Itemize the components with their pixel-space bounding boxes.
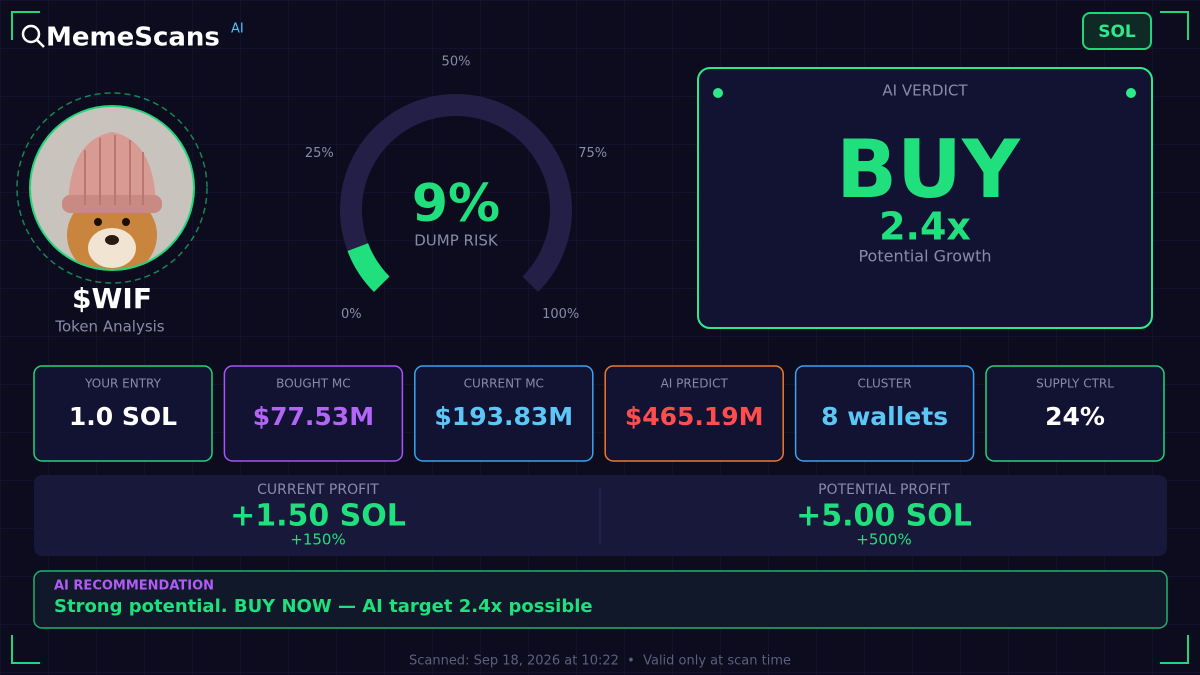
stat-value: $193.83M — [434, 402, 573, 431]
stat-card — [794, 365, 975, 462]
gauge-value: 9% — [412, 174, 500, 234]
stat-cards: YOUR ENTRY 1.0 SOL BOUGHT MC $77.53M CURRENT… — [33, 365, 1165, 462]
gauge-tick-label: 75% — [578, 146, 607, 161]
search-icon — [21, 24, 45, 48]
stat-value: 24% — [1045, 402, 1105, 431]
gauge: 0% 25% 50% 75% 100% — [305, 55, 607, 323]
stat-card — [604, 365, 784, 462]
gauge-caption: DUMP RISK — [414, 232, 499, 250]
verdict-call: BUY — [836, 123, 1021, 216]
recommendation-text: Strong potential. BUY NOW — AI target 2.… — [54, 596, 593, 617]
gauge-tick-label: 100% — [542, 307, 579, 322]
stat-label: BOUGHT MC — [276, 377, 350, 391]
profit-percent: +150% — [290, 531, 345, 549]
profit-percent: +500% — [856, 531, 911, 549]
stat-value: 8 wallets — [821, 402, 948, 431]
gauge-fill — [347, 242, 390, 293]
stat-value: $77.53M — [253, 402, 374, 431]
verdict-panel — [697, 67, 1153, 329]
stat-label: YOUR ENTRY — [84, 377, 162, 391]
stat-label: AI PREDICT — [661, 377, 729, 391]
verdict-dot — [1126, 88, 1136, 98]
corner-brackets — [11, 11, 1189, 664]
stat-label: CURRENT MC — [464, 377, 544, 391]
verdict-heading: AI VERDICT — [882, 82, 968, 100]
gauge-tick-label: 0% — [341, 307, 362, 322]
token-avatar — [30, 106, 194, 270]
token-symbol: $WIF — [72, 282, 152, 315]
profit-value: +5.00 SOL — [796, 499, 972, 534]
stat-card — [985, 365, 1165, 462]
token-subtitle: Token Analysis — [54, 318, 164, 336]
stat-label: SUPPLY CTRL — [1036, 377, 1114, 391]
recommendation-panel — [33, 570, 1168, 629]
verdict-dot — [713, 88, 723, 98]
verdict-caption: Potential Growth — [858, 247, 991, 266]
chain-label[interactable]: SOL — [1098, 22, 1136, 42]
brand: MemeScans — [46, 23, 220, 53]
profit-label: POTENTIAL PROFIT — [818, 482, 950, 498]
avatar-border — [29, 105, 195, 271]
stat-value: $465.19M — [625, 402, 764, 431]
gauge-tick-label: 25% — [305, 146, 334, 161]
stat-card — [33, 365, 213, 462]
brand-badge: AI — [231, 22, 244, 37]
avatar-ring — [16, 92, 208, 284]
recommendation-heading: AI RECOMMENDATION — [54, 579, 214, 594]
stat-card — [223, 365, 404, 462]
gauge-track — [340, 94, 572, 293]
stat-label: CLUSTER — [858, 377, 912, 391]
stat-card — [414, 365, 594, 462]
footer: Scanned: Sep 18, 2026 at 10:22 • Valid o… — [409, 654, 791, 669]
verdict-multiplier: 2.4x — [879, 205, 971, 249]
profit-items: CURRENT PROFIT+1.50 SOL+150% POTENTIAL PR… — [230, 482, 972, 549]
profit-value: +1.50 SOL — [230, 499, 406, 534]
gauge-tick-label: 50% — [442, 55, 471, 70]
stat-value: 1.0 SOL — [69, 402, 177, 431]
chain-button[interactable] — [1082, 12, 1152, 50]
profit-label: CURRENT PROFIT — [257, 482, 379, 498]
